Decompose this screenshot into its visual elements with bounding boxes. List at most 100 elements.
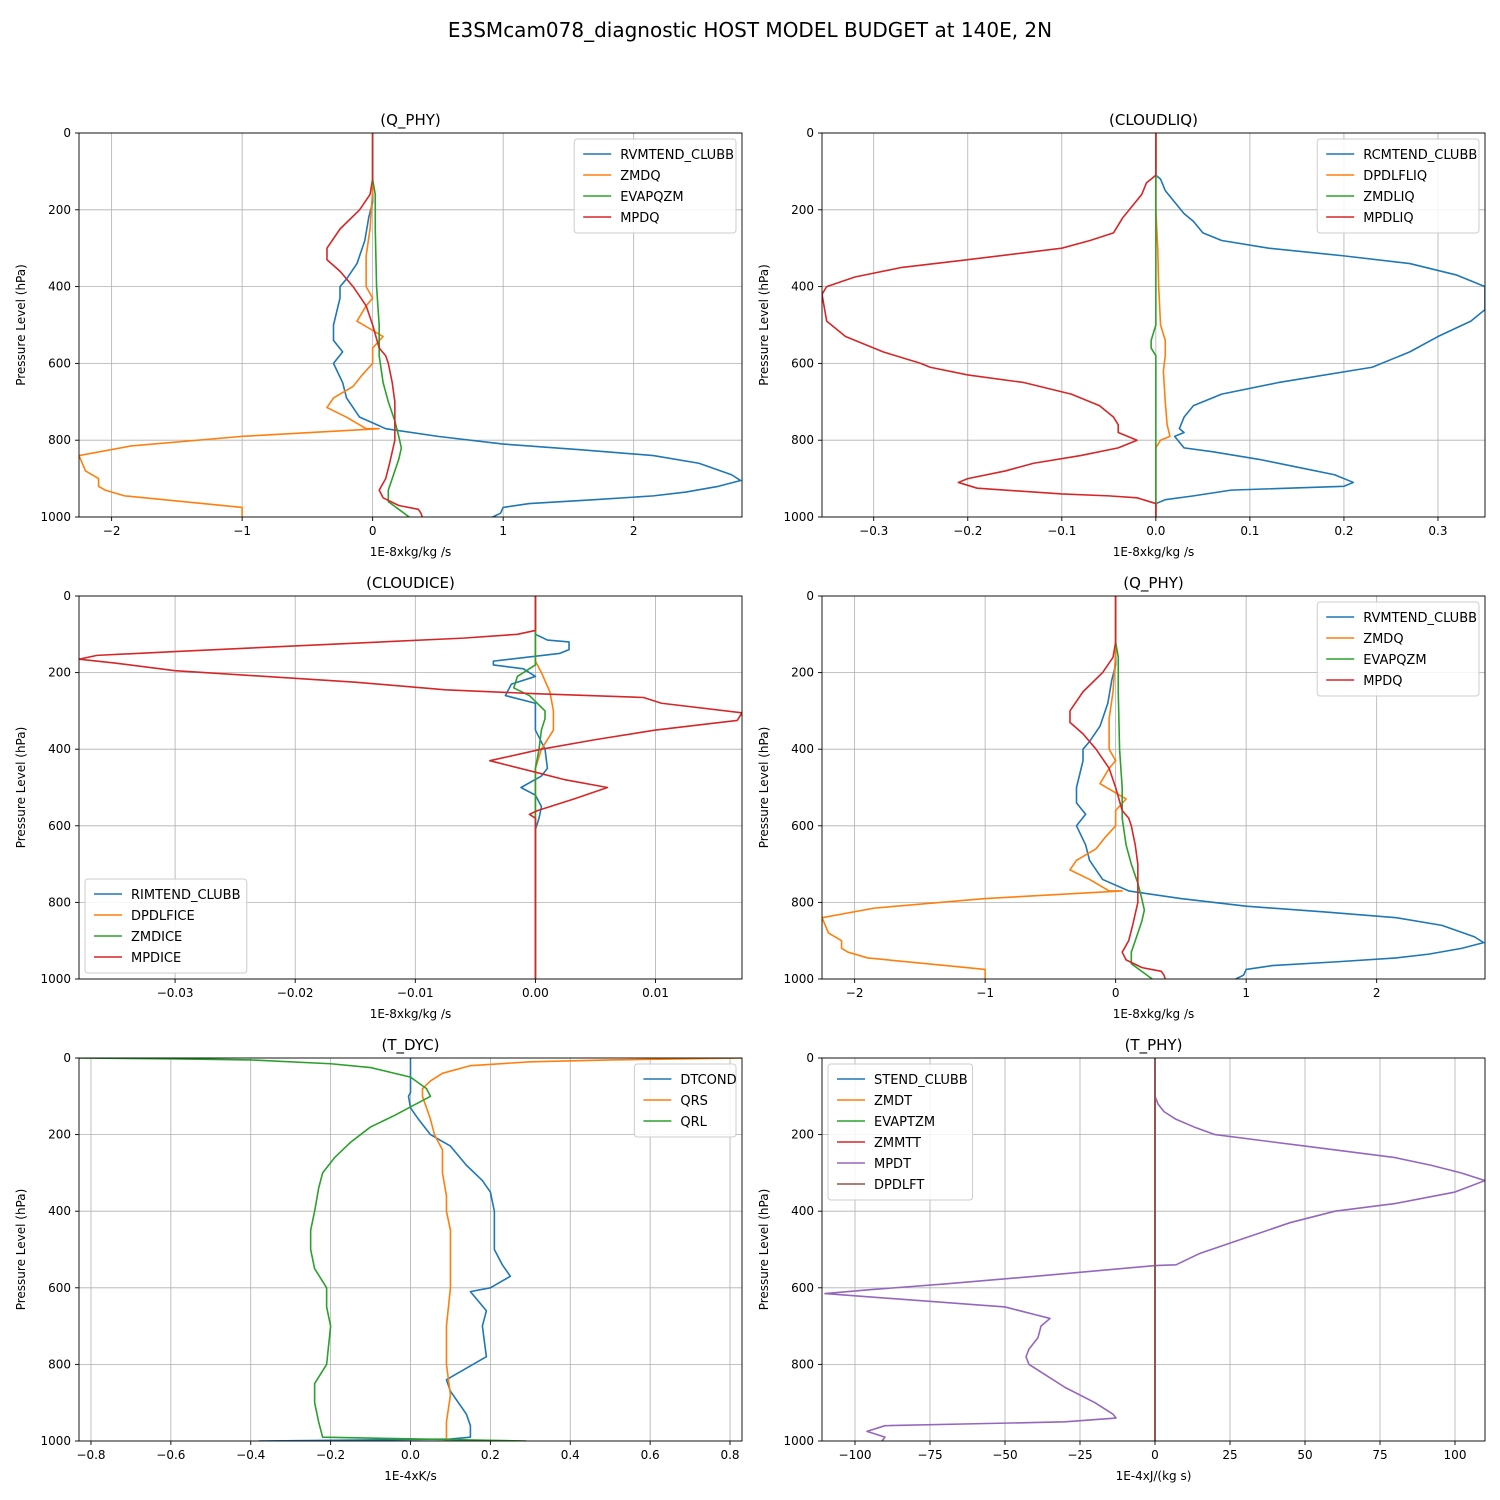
axes-frame [821,132,1486,518]
legend: RIMTEND_CLUBB DPDLFICE ZMDICE MPDICE [84,878,248,974]
legend-box [633,1063,737,1138]
y-tick-label: 600 [791,356,814,370]
series-line-rimtend_clubb [492,596,570,979]
legend-entry: ZMDT [874,1094,912,1109]
x-tick-label: 0.4 [561,1448,580,1462]
x-tick-label: −0.01 [397,986,434,1000]
x-tick-label: −25 [1067,1448,1092,1462]
x-tick-label: 0.6 [641,1448,660,1462]
legend: RCMTEND_CLUBB DPDLFLIQ ZMDLIQ MPDLIQ [1316,138,1480,234]
y-tick-label: 400 [791,1204,814,1218]
y-tick-label: 400 [791,742,814,756]
legend-entry: RVMTEND_CLUBB [1363,611,1477,626]
y-tick-label: 800 [48,1357,71,1371]
x-tick-label: 50 [1297,1448,1312,1462]
legend-entry: MPDQ [1363,674,1402,689]
legend-entry: ZMDQ [620,169,660,184]
legend-entry: DPDLFICE [131,909,195,924]
y-tick-label: 0 [63,589,71,603]
y-tick-label: 1000 [40,1434,71,1448]
y-tick-label: 0 [63,1051,71,1065]
series-line-mpdq [1069,596,1167,979]
x-tick-label: 0 [369,524,377,538]
series-line-rvmtend_clubb [332,133,742,517]
legend-entry: EVAPQZM [1363,653,1426,668]
y-tick-label: 1000 [40,972,71,986]
x-tick-label: 0 [1151,1448,1159,1462]
x-tick-label: −1 [976,986,994,1000]
x-tick-label: −2 [103,524,121,538]
series-line-rcmtend_clubb [1155,133,1485,517]
legend-entry: ZMDQ [1363,632,1403,647]
panel-title: (Q_PHY) [380,111,441,130]
x-tick-label: 25 [1222,1448,1237,1462]
legend-entry: ZMDICE [131,930,182,945]
y-tick-label: 200 [791,666,814,680]
panel-title: (T_PHY) [1125,1036,1183,1055]
x-tick-label: 75 [1372,1448,1387,1462]
x-tick-label: −0.2 [953,524,982,538]
y-tick-label: 0 [63,126,71,140]
series-line-zmdq [79,133,384,517]
series-line-mpdt [824,1058,1485,1441]
legend-entry: RIMTEND_CLUBB [131,888,241,903]
y-axis-label: Pressure Level (hPa) [14,727,28,849]
panel-title: (CLOUDLIQ) [1109,111,1198,129]
panel-5: −0.8 −0.6 −0.4 −0.2 0.0 0.2 0.4 0.6 0.8 0 200 400 60… [14,1036,743,1483]
x-tick-label: 0.1 [1240,524,1259,538]
panel-3: −0.03 −0.02 −0.01 0.00 0.01 0 200 400 600 800 1000… [14,574,743,1021]
y-axis-label: Pressure Level (hPa) [14,264,28,386]
legend-box [1316,138,1480,234]
y-tick-label: 600 [48,1281,71,1295]
x-tick-label: 1 [499,524,507,538]
series-line-evapqzm [1114,596,1153,979]
panel-6: −100 −75 −50 −25 0 25 50 75 10002004006008001000… [757,1036,1486,1483]
series-lines [79,133,742,517]
legend: DTCOND QRS QRL [633,1063,737,1138]
x-tick-label: −75 [917,1448,942,1462]
legend-entry: QRS [680,1094,708,1109]
series-line-zmdice [512,596,546,979]
legend-entry: RVMTEND_CLUBB [620,148,734,163]
panel-4: −2 −1 0 1 2 0 200 400 600 800 1000 (Q_PHY) 1E-8xkg/k… [757,574,1486,1021]
y-tick-label: 400 [48,742,71,756]
legend-entry: RCMTEND_CLUBB [1363,148,1477,163]
panel-2: −0.3 −0.2 −0.1 0.0 0.1 0.2 0.3 0 200 400 600 800 100… [757,111,1486,559]
y-axis-label: Pressure Level (hPa) [14,1189,28,1311]
legend-entry: EVAPQZM [620,190,683,205]
x-tick-label: 0.3 [1428,524,1447,538]
figure-title: E3SMcam078_diagnostic HOST MODEL BUDGET … [448,18,1052,42]
series-line-mpdice [79,596,742,979]
x-tick-label: 2 [630,524,638,538]
y-tick-label: 200 [48,1128,71,1142]
axes-frame [821,1057,1486,1442]
x-axis-label: 1E-8xkg/kg /s [370,545,452,559]
series-line-qrl [79,1058,527,1441]
x-tick-label: 0.0 [401,1448,420,1462]
y-tick-label: 400 [791,280,814,294]
x-tick-label: −0.02 [277,986,314,1000]
x-tick-label: 100 [1444,1448,1467,1462]
x-tick-label: 0.8 [720,1448,739,1462]
y-axis-label: Pressure Level (hPa) [757,727,771,849]
series-line-qrs [421,1058,742,1441]
legend-entry: MPDICE [131,951,181,966]
y-tick-label: 200 [791,203,814,217]
y-tick-label: 800 [791,1357,814,1371]
legend-entry: MPDT [874,1157,911,1172]
axes-frame [78,132,743,518]
series-line-zmdq [822,596,1127,979]
x-tick-label: −0.4 [236,1448,265,1462]
panel-title: (Q_PHY) [1123,574,1184,593]
x-tick-label: −100 [839,1448,872,1462]
x-tick-label: −0.2 [316,1448,345,1462]
series-lines [79,1058,742,1441]
x-tick-label: −50 [992,1448,1017,1462]
x-tick-label: −0.1 [1047,524,1076,538]
legend-box [573,138,737,234]
x-tick-label: −2 [846,986,864,1000]
y-tick-label: 600 [791,819,814,833]
legend-entry: MPDLIQ [1363,211,1413,226]
